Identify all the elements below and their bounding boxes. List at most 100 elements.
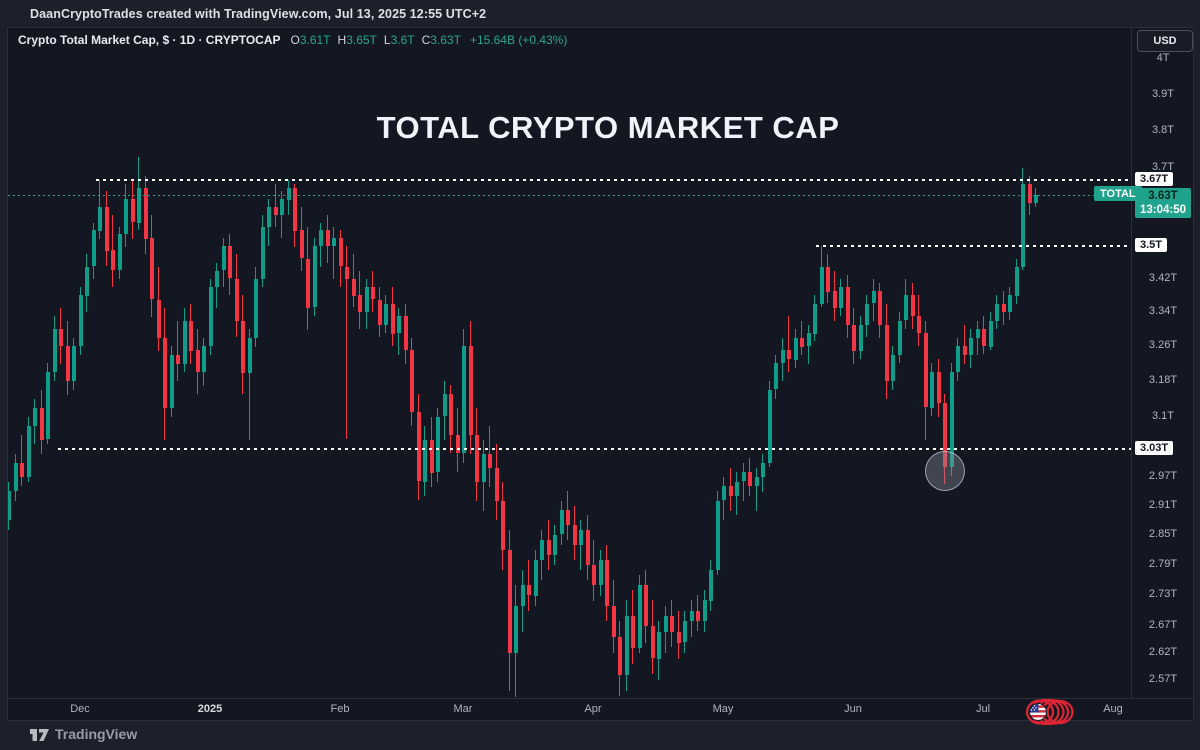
- symbol-title[interactable]: Crypto Total Market Cap, $ · 1D · CRYPTO…: [18, 33, 281, 47]
- price-tick-label: 3.7T: [1151, 161, 1174, 173]
- current-price-badge: 3.63T 13:04:50: [1135, 188, 1191, 218]
- candle-body: [384, 304, 388, 325]
- candle-body: [365, 287, 369, 312]
- candle-body: [527, 585, 531, 595]
- candle-body: [644, 585, 648, 626]
- candle-body: [859, 325, 863, 351]
- candle-body: [612, 606, 616, 637]
- candle-body: [586, 530, 590, 565]
- horizontal-level-line[interactable]: [96, 179, 1131, 181]
- candle-body: [105, 207, 109, 251]
- price-tick-label: 2.62T: [1148, 646, 1178, 658]
- candle-body: [547, 540, 551, 555]
- candle-body: [358, 295, 362, 312]
- candle-body: [495, 468, 499, 501]
- candle-body: [846, 287, 850, 325]
- chart-pane[interactable]: TOTAL CRYPTO MARKET CAP: [8, 28, 1131, 698]
- candle-body: [430, 440, 434, 473]
- candle-body: [852, 325, 856, 351]
- price-axis[interactable]: 3.63T 13:04:50 4T 3.9T 3.8T 3.7T 3.42T 3.34T 3…: [1131, 28, 1193, 698]
- candle-body: [157, 300, 161, 338]
- currency-usd-button[interactable]: USD: [1137, 30, 1193, 52]
- candle-body: [664, 616, 668, 632]
- candle-body: [378, 300, 382, 325]
- candle-body: [774, 363, 778, 389]
- candle-body: [59, 329, 63, 346]
- candle-body: [755, 477, 759, 486]
- candle-body: [729, 486, 733, 496]
- candle-body: [475, 435, 479, 482]
- candle-body: [709, 570, 713, 601]
- candle-wick: [346, 246, 347, 439]
- ohlc-l: L3.6T: [383, 33, 415, 47]
- candle-body: [1002, 304, 1006, 312]
- total-series-badge[interactable]: TOTAL: [1094, 186, 1142, 201]
- candle-body: [982, 329, 986, 346]
- candle-wick: [249, 329, 250, 440]
- candle-body: [872, 291, 876, 303]
- level-price-badge: 3.03T: [1135, 441, 1174, 455]
- candle-body: [66, 346, 70, 381]
- candle-body: [826, 267, 830, 292]
- candle-body: [885, 325, 889, 381]
- candle-body: [833, 291, 837, 308]
- candle-body: [352, 279, 356, 296]
- candle-body: [768, 390, 772, 463]
- candle-body: [118, 234, 122, 270]
- candle-body: [267, 207, 271, 227]
- candle-body: [215, 271, 219, 287]
- candle-body: [761, 463, 765, 477]
- candle-body: [599, 560, 603, 585]
- candle-body: [469, 346, 473, 435]
- candle-body: [917, 316, 921, 333]
- price-tick-label: 3.1T: [1151, 410, 1174, 422]
- level-price-badge: 3.5T: [1135, 238, 1168, 252]
- tradingview-brand-text: TradingView: [55, 726, 138, 742]
- candle-wick: [580, 520, 581, 570]
- candle-body: [800, 338, 804, 347]
- candle-body: [449, 394, 453, 435]
- circle-highlight-annotation[interactable]: [925, 451, 965, 491]
- footer-bar: TradingView: [0, 721, 1200, 750]
- candle-body: [807, 333, 811, 346]
- price-tick-label: 3.34T: [1148, 305, 1178, 317]
- candle-body: [345, 267, 349, 279]
- candle-body: [163, 338, 167, 408]
- price-tick-label: 2.73T: [1148, 588, 1178, 600]
- time-tick-label: Aug: [1103, 703, 1123, 715]
- candle-wick: [275, 184, 276, 227]
- candle-body: [735, 482, 739, 496]
- candle-body: [1034, 195, 1038, 203]
- candle-body: [488, 454, 492, 468]
- candle-body: [176, 355, 180, 364]
- candle-body: [716, 501, 720, 570]
- candle-body: [521, 585, 525, 606]
- candle-body: [592, 565, 596, 585]
- candle-body: [124, 199, 128, 234]
- candle-body: [274, 207, 278, 215]
- candle-body: [950, 372, 954, 467]
- candle-body: [553, 535, 557, 555]
- ohlc-c: C3.63T: [421, 33, 461, 47]
- us-flag-circled-scribble-icon: [1025, 698, 1074, 726]
- time-axis[interactable]: Dec 2025 Feb Mar Apr May Jun Jul Aug: [8, 698, 1193, 720]
- candle-body: [300, 230, 304, 258]
- candle-body: [131, 199, 135, 222]
- price-tick-label: 2.97T: [1148, 470, 1178, 482]
- candle-body: [924, 333, 928, 407]
- candle-body: [625, 616, 629, 675]
- price-tick-label: 3.8T: [1151, 124, 1174, 136]
- tradingview-attribution[interactable]: TradingView: [30, 726, 137, 742]
- horizontal-level-line[interactable]: [816, 245, 1131, 247]
- horizontal-level-line[interactable]: [58, 448, 1131, 450]
- candle-body: [631, 616, 635, 648]
- candle-body: [254, 279, 258, 338]
- price-tick-label: 2.67T: [1148, 619, 1178, 631]
- candle-body: [111, 250, 115, 270]
- candle-body: [683, 621, 687, 642]
- candle-body: [703, 600, 707, 621]
- candle-body: [956, 346, 960, 372]
- price-tick-label: 3.26T: [1148, 339, 1178, 351]
- price-tick-label: 4T: [1156, 52, 1170, 64]
- candle-body: [436, 417, 440, 472]
